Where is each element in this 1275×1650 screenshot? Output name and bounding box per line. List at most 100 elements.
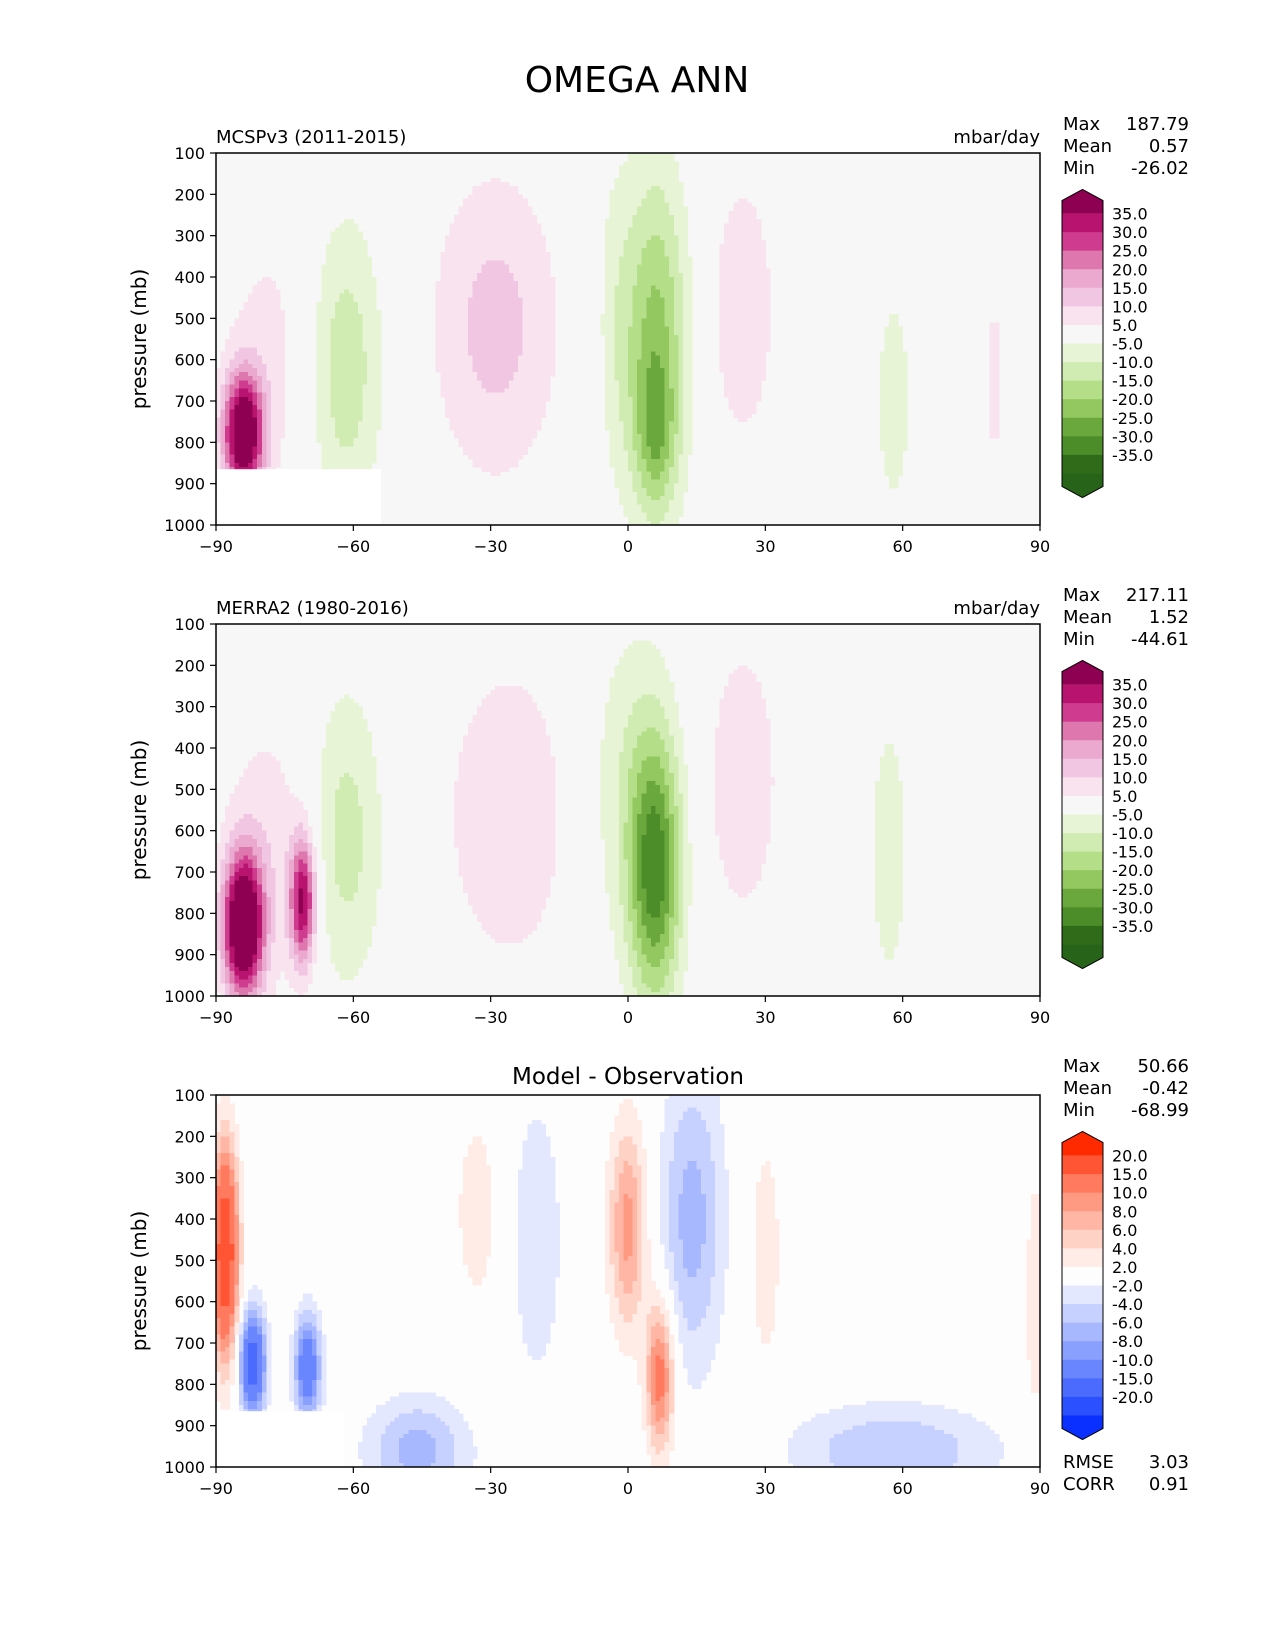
x-tick-label: 60 — [892, 537, 912, 556]
colorbar-swatch — [1062, 703, 1103, 723]
colorbar-label: 20.0 — [1112, 731, 1148, 750]
y-tick-label: 700 — [174, 392, 205, 411]
stat-value: -68.99 — [1131, 1100, 1189, 1121]
y-tick-label: 1000 — [164, 1458, 205, 1477]
stat-value: 0.91 — [1149, 1474, 1189, 1495]
x-tick-label: −60 — [336, 537, 370, 556]
y-tick-label: 300 — [174, 698, 205, 717]
x-tick-label: 30 — [755, 1008, 775, 1027]
stat-label: RMSE — [1063, 1452, 1114, 1473]
colorbar-swatch — [1062, 1415, 1103, 1440]
colorbar-swatch — [1062, 324, 1103, 344]
y-tick-label: 900 — [174, 475, 205, 494]
colorbar-swatch — [1062, 213, 1103, 233]
x-tick-label: 60 — [892, 1008, 912, 1027]
colorbar-label: 8.0 — [1112, 1202, 1137, 1221]
y-tick-label: 600 — [174, 351, 205, 370]
colorbar-swatch — [1062, 777, 1103, 797]
colorbar-swatch — [1062, 1322, 1103, 1342]
y-tick-label: 900 — [174, 946, 205, 965]
stat-label: Mean — [1063, 136, 1112, 157]
colorbar-label: -30.0 — [1112, 427, 1153, 446]
colorbar-swatch — [1062, 269, 1103, 289]
colorbar-swatch — [1062, 343, 1103, 363]
colorbar-label: -10.0 — [1112, 824, 1153, 843]
colorbar-swatch — [1062, 399, 1103, 419]
missing-data-mask — [217, 1411, 345, 1466]
colorbar-label: -5.0 — [1112, 806, 1143, 825]
colorbar-swatch — [1062, 362, 1103, 382]
colorbar-label: 20.0 — [1112, 260, 1148, 279]
y-axis-label: pressure (mb) — [127, 1211, 151, 1352]
panel-title: MCSPv3 (2011-2015) — [216, 127, 406, 148]
y-tick-label: 100 — [174, 615, 205, 634]
y-axis-label: pressure (mb) — [127, 740, 151, 881]
y-tick-label: 200 — [174, 185, 205, 204]
colorbar: 20.015.010.08.06.04.02.0-2.0-4.0-6.0-8.0… — [1061, 1130, 1153, 1441]
colorbar-swatch — [1062, 907, 1103, 927]
y-tick-label: 200 — [174, 656, 205, 675]
colorbar-label: 15.0 — [1112, 1165, 1148, 1184]
colorbar-swatch — [1062, 660, 1103, 685]
colorbar-swatch — [1062, 740, 1103, 760]
stat-label: Max — [1063, 1056, 1101, 1077]
x-tick-label: 30 — [755, 1479, 775, 1498]
y-tick-label: 900 — [174, 1417, 205, 1436]
y-tick-label: 600 — [174, 822, 205, 841]
contour-field — [216, 640, 904, 997]
colorbar-label: -15.0 — [1112, 843, 1153, 862]
x-tick-label: −30 — [474, 1008, 508, 1027]
colorbar-outline — [1061, 188, 1104, 499]
colorbar-swatch — [1062, 833, 1103, 853]
y-tick-label: 600 — [174, 1293, 205, 1312]
stat-label: CORR — [1063, 1474, 1115, 1495]
colorbar-swatch — [1062, 888, 1103, 908]
colorbar-swatch — [1062, 1174, 1103, 1194]
x-tick-label: −30 — [474, 1479, 508, 1498]
stat-value: -26.02 — [1131, 158, 1189, 179]
colorbar-swatch — [1062, 870, 1103, 890]
colorbar: 35.030.025.020.015.010.05.0-5.0-10.0-15.… — [1061, 188, 1153, 499]
colorbar-swatch — [1062, 232, 1103, 252]
y-tick-label: 800 — [174, 904, 205, 923]
colorbar-label: 35.0 — [1112, 205, 1148, 224]
units-label: mbar/day — [953, 598, 1040, 619]
colorbar-label: -4.0 — [1112, 1295, 1143, 1314]
stat-value: 0.57 — [1149, 136, 1189, 157]
colorbar-label: 20.0 — [1112, 1147, 1148, 1166]
colorbar-label: -35.0 — [1112, 917, 1153, 936]
colorbar-swatch — [1062, 851, 1103, 871]
y-tick-label: 1000 — [164, 987, 205, 1006]
colorbar-label: 10.0 — [1112, 1184, 1148, 1203]
y-tick-label: 400 — [174, 739, 205, 758]
colorbar-label: 5.0 — [1112, 316, 1137, 335]
y-tick-label: 100 — [174, 144, 205, 163]
x-tick-label: 90 — [1030, 537, 1050, 556]
y-tick-label: 400 — [174, 1210, 205, 1229]
colorbar-swatch — [1062, 454, 1103, 474]
colorbar-label: 15.0 — [1112, 750, 1148, 769]
colorbar-label: 4.0 — [1112, 1239, 1137, 1258]
colorbar-swatch — [1062, 436, 1103, 456]
colorbar-outline — [1061, 659, 1104, 970]
x-tick-label: 0 — [623, 537, 633, 556]
x-tick-label: −60 — [336, 1008, 370, 1027]
panel-title: Model - Observation — [512, 1064, 744, 1090]
colorbar-label: -5.0 — [1112, 335, 1143, 354]
colorbar-swatch — [1062, 306, 1103, 326]
colorbar-outline — [1061, 1130, 1104, 1441]
x-tick-label: 60 — [892, 1479, 912, 1498]
colorbar-swatch — [1062, 1155, 1103, 1175]
y-tick-label: 800 — [174, 1375, 205, 1394]
stat-label: Max — [1063, 114, 1101, 135]
x-tick-label: −90 — [199, 1008, 233, 1027]
colorbar-swatch — [1062, 473, 1103, 498]
colorbar-swatch — [1062, 1248, 1103, 1268]
y-tick-label: 700 — [174, 1334, 205, 1353]
colorbar: 35.030.025.020.015.010.05.0-5.0-10.0-15.… — [1061, 659, 1153, 970]
y-tick-label: 300 — [174, 1169, 205, 1188]
colorbar-label: 10.0 — [1112, 297, 1148, 316]
colorbar-label: -30.0 — [1112, 898, 1153, 917]
